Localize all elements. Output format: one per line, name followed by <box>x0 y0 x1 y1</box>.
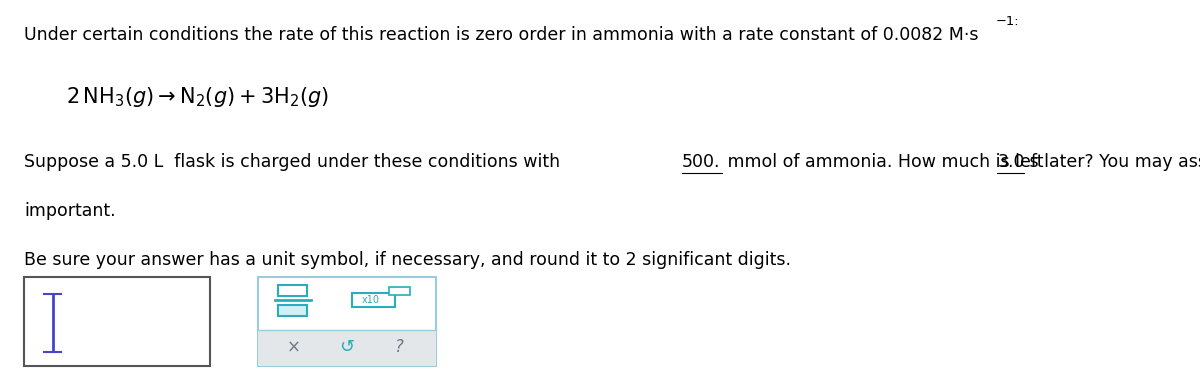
Text: ×: × <box>287 338 301 356</box>
Text: x10: x10 <box>362 295 380 305</box>
FancyBboxPatch shape <box>24 277 210 366</box>
Text: mmol of ammonia. How much is left: mmol of ammonia. How much is left <box>722 153 1050 171</box>
Text: important.: important. <box>24 202 115 220</box>
Text: 3.0: 3.0 <box>997 153 1025 171</box>
Text: s later? You may assume no other reaction is: s later? You may assume no other reactio… <box>1024 153 1200 171</box>
FancyBboxPatch shape <box>278 285 307 296</box>
FancyBboxPatch shape <box>389 287 410 295</box>
FancyBboxPatch shape <box>258 330 436 366</box>
Text: Under certain conditions the rate of this reaction is zero order in ammonia with: Under certain conditions the rate of thi… <box>24 26 978 44</box>
Text: Suppose a 5.0 L  flask is charged under these conditions with: Suppose a 5.0 L flask is charged under t… <box>24 153 565 171</box>
Text: ?: ? <box>395 338 404 356</box>
Text: ↺: ↺ <box>340 338 354 356</box>
FancyBboxPatch shape <box>258 277 436 366</box>
Text: −1:: −1: <box>996 15 1020 28</box>
Text: $2\,\mathrm{NH_3}(g)\rightarrow\mathrm{N_2}(g)+3\mathrm{H_2}(g)$: $2\,\mathrm{NH_3}(g)\rightarrow\mathrm{N… <box>66 85 329 109</box>
FancyBboxPatch shape <box>352 293 395 307</box>
Text: 500.: 500. <box>682 153 720 171</box>
FancyBboxPatch shape <box>278 305 307 316</box>
Text: Be sure your answer has a unit symbol, if necessary, and round it to 2 significa: Be sure your answer has a unit symbol, i… <box>24 251 791 269</box>
